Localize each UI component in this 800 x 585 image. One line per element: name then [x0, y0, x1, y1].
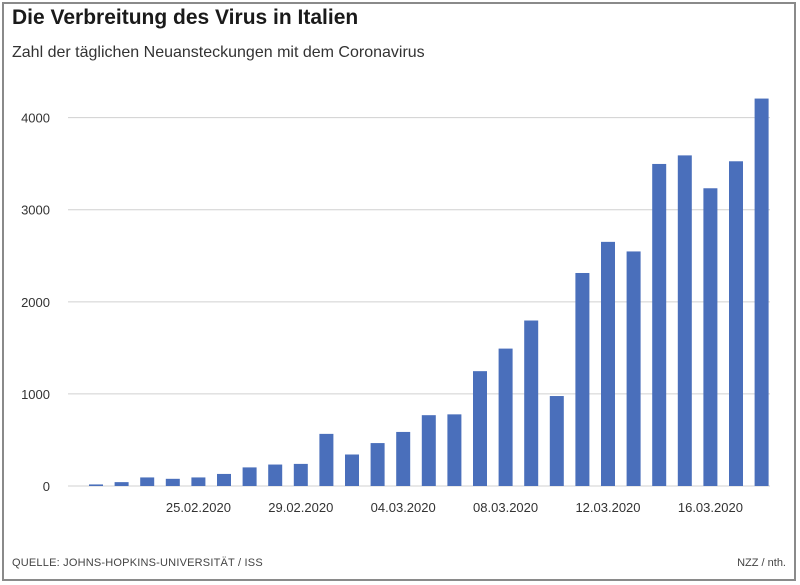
- y-tick-label: 2000: [21, 295, 50, 310]
- x-tick-label: 08.03.2020: [473, 500, 538, 515]
- bar: [677, 155, 692, 486]
- source-note: QUELLE: JOHNS-HOPKINS-UNIVERSITÄT / ISS: [12, 557, 263, 569]
- bar: [524, 320, 539, 486]
- bar: [370, 443, 385, 486]
- bar: [575, 272, 590, 486]
- bar: [140, 477, 155, 486]
- bar: [421, 415, 436, 486]
- x-tick-label: 12.03.2020: [575, 500, 640, 515]
- bar: [473, 371, 487, 486]
- y-tick-label: 1000: [21, 387, 50, 402]
- bar: [601, 241, 615, 486]
- bar: [165, 478, 180, 486]
- bar: [242, 467, 257, 486]
- x-tick-label: 29.02.2020: [268, 500, 333, 515]
- bar: [626, 251, 641, 486]
- y-tick-label: 0: [43, 479, 50, 494]
- bar: [652, 163, 667, 487]
- bar: [754, 98, 769, 487]
- bar: [319, 433, 334, 486]
- bar: [268, 464, 283, 486]
- chart-subtitle: Zahl der täglichen Neuansteckungen mit d…: [12, 44, 425, 61]
- bar: [89, 484, 103, 486]
- bar: [114, 482, 129, 486]
- bar: [293, 463, 308, 486]
- bar: [549, 396, 564, 486]
- y-tick-label: 3000: [21, 203, 50, 218]
- chart-title: Die Verbreitung des Virus in Italien: [12, 6, 359, 29]
- bar: [729, 161, 743, 486]
- x-tick-label: 25.02.2020: [166, 500, 231, 515]
- bar: [703, 188, 718, 487]
- bar: [396, 431, 411, 486]
- x-tick-label: 04.03.2020: [371, 500, 436, 515]
- bar: [345, 454, 359, 486]
- credit-note: NZZ / nth.: [737, 557, 786, 569]
- y-tick-label: 4000: [21, 111, 50, 126]
- bar: [498, 348, 513, 486]
- bar: [447, 414, 462, 486]
- bar: [217, 473, 231, 486]
- x-tick-label: 16.03.2020: [678, 500, 743, 515]
- bar: [191, 477, 206, 486]
